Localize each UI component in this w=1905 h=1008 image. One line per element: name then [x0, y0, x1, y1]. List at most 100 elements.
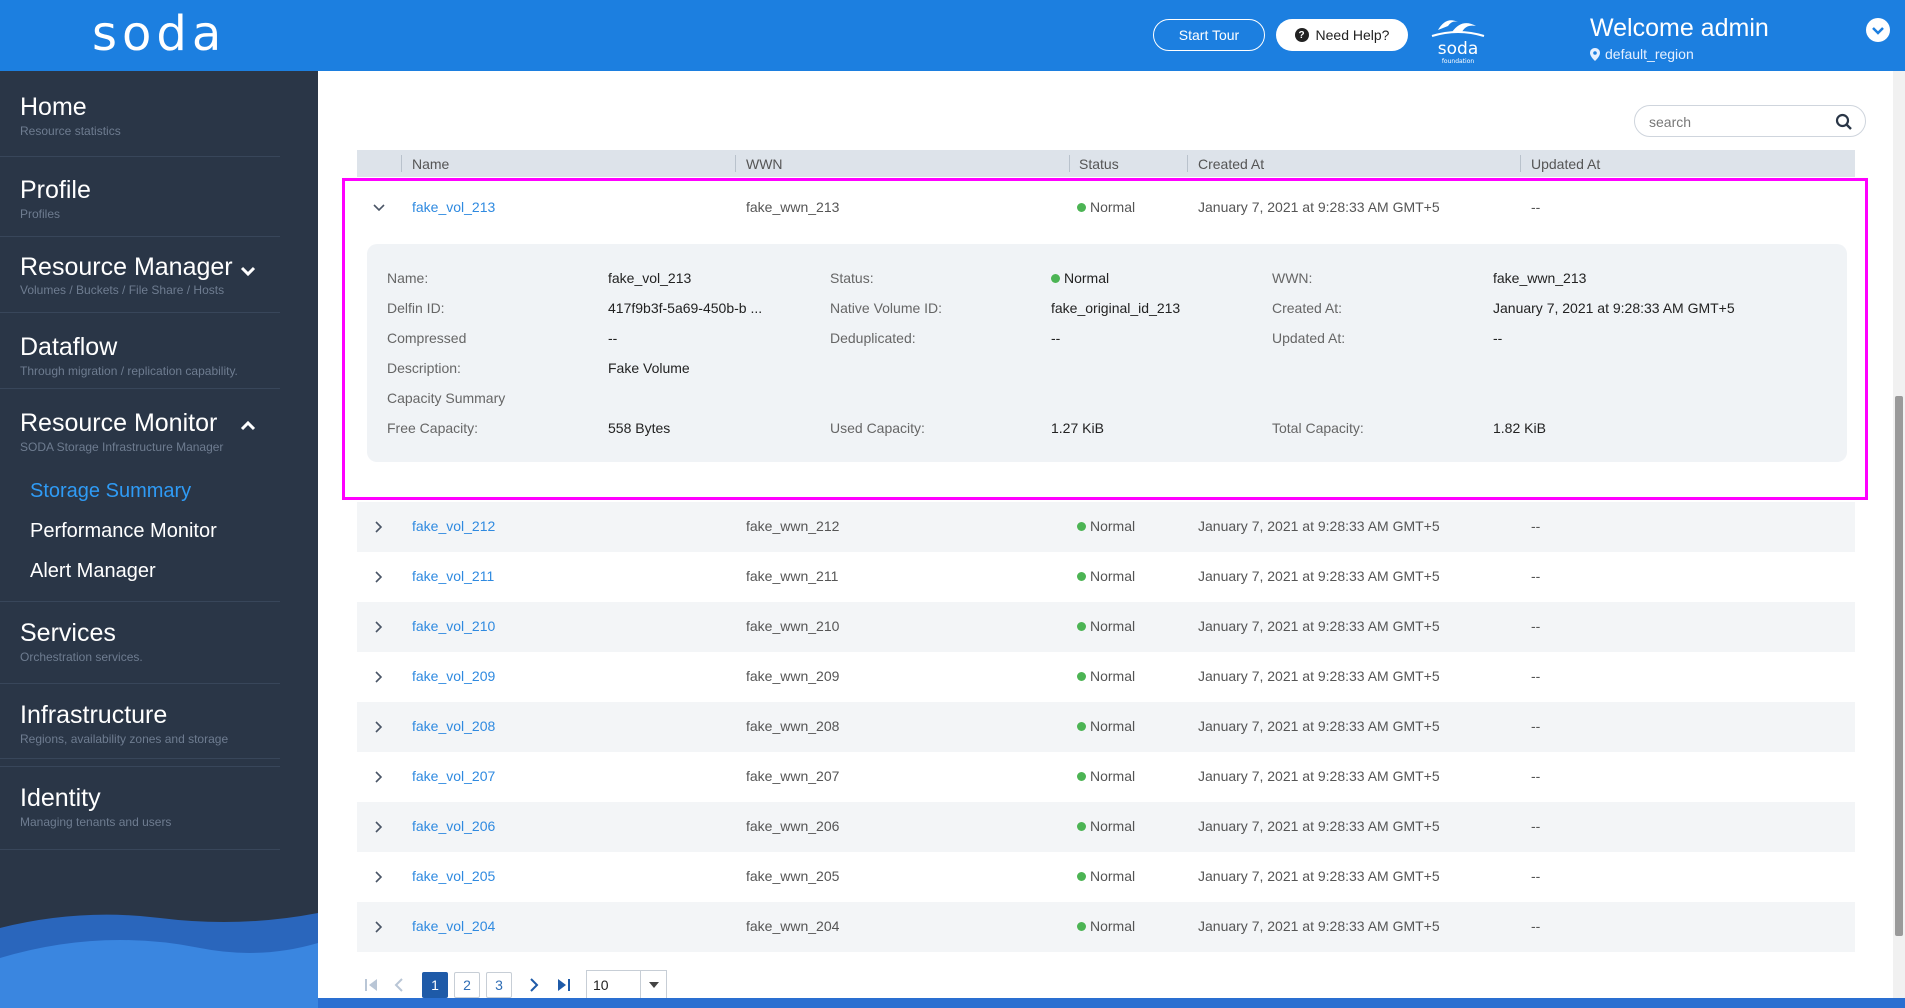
volume-name-link[interactable]: fake_vol_209 [412, 668, 496, 684]
created-at-cell: January 7, 2021 at 9:28:33 AM GMT+5 [1198, 668, 1440, 684]
created-at-cell: January 7, 2021 at 9:28:33 AM GMT+5 [1198, 618, 1440, 634]
sidebar-item-services[interactable]: Services Orchestration services. [0, 601, 280, 684]
volume-name-link[interactable]: fake_vol_204 [412, 918, 496, 934]
detail-label: Capacity Summary [387, 390, 506, 406]
wwn-cell: fake_wwn_205 [746, 868, 840, 884]
page-button[interactable]: 1 [422, 972, 448, 998]
last-page-icon[interactable] [555, 975, 573, 995]
status-cell: Normal [1077, 518, 1135, 534]
column-header-name[interactable]: Name [412, 156, 450, 172]
created-at-cell: January 7, 2021 at 9:28:33 AM GMT+5 [1198, 568, 1440, 584]
volume-name-link[interactable]: fake_vol_212 [412, 518, 496, 534]
table-row[interactable]: fake_vol_211 fake_wwn_211 Normal January 7,… [357, 552, 1855, 602]
chevron-right-icon[interactable] [371, 569, 387, 585]
chevron-down-icon[interactable] [371, 200, 387, 216]
detail-value: -- [1051, 330, 1061, 346]
previous-page-icon[interactable] [390, 975, 408, 995]
wwn-cell: fake_wwn_212 [746, 518, 840, 534]
volume-name-link[interactable]: fake_vol_211 [412, 568, 495, 584]
detail-value: fake_original_id_213 [1051, 300, 1181, 316]
sidebar-item-profile[interactable]: Profile Profiles [0, 157, 280, 237]
table-row[interactable]: fake_vol_208 fake_wwn_208 Normal January 7,… [357, 702, 1855, 752]
table-row[interactable]: fake_vol_205 fake_wwn_205 Normal January 7,… [357, 852, 1855, 902]
sidebar-subitem-storage-summary[interactable]: Storage Summary [30, 480, 192, 502]
chevron-down-icon [240, 266, 256, 277]
brand-sub: foundation [1442, 58, 1475, 65]
column-separator [1520, 155, 1521, 172]
volume-name-link[interactable]: fake_vol_207 [412, 768, 496, 784]
detail-label: Free Capacity: [387, 420, 479, 436]
rows-per-page-select[interactable]: 10 [586, 970, 667, 1000]
chevron-right-icon[interactable] [371, 919, 387, 935]
sidebar-subitem-performance-monitor[interactable]: Performance Monitor [30, 520, 217, 542]
app-logo[interactable]: soda [92, 6, 227, 62]
status-cell: Normal [1077, 199, 1135, 215]
table-row[interactable]: fake_vol_212 fake_wwn_212 Normal January 7,… [357, 502, 1855, 552]
sidebar-subitem-alert-manager[interactable]: Alert Manager [30, 560, 156, 582]
sidebar-item-infrastructure[interactable]: Infrastructure Regions, availability zon… [0, 684, 280, 767]
table-row[interactable]: fake_vol_207 fake_wwn_207 Normal January 7,… [357, 752, 1855, 802]
page-scrollbar[interactable] [1893, 71, 1905, 998]
table-row[interactable]: fake_vol_209 fake_wwn_209 Normal January 7,… [357, 652, 1855, 702]
sidebar-item-dataflow[interactable]: Dataflow Through migration / replication… [0, 313, 280, 389]
table-row-expanded[interactable]: fake_vol_213 fake_wwn_213 Normal January… [357, 183, 1855, 233]
updated-at-cell: -- [1531, 199, 1541, 215]
chevron-right-icon[interactable] [371, 669, 387, 685]
search-input[interactable] [1649, 112, 1829, 132]
column-separator [1187, 155, 1188, 172]
table-row[interactable]: fake_vol_206 fake_wwn_206 Normal January 7,… [357, 802, 1855, 852]
need-help-button[interactable]: ? Need Help? [1276, 19, 1408, 51]
detail-label: Status: [830, 270, 874, 286]
updated-at-cell: -- [1531, 618, 1541, 634]
next-page-icon[interactable] [525, 975, 543, 995]
bottom-bar [318, 998, 1905, 1008]
detail-label: Deduplicated: [830, 330, 916, 346]
sidebar-item-resource-manager[interactable]: Resource Manager Volumes / Buckets / Fil… [0, 237, 280, 313]
sidebar-item-home[interactable]: Home Resource statistics [0, 71, 280, 157]
region-indicator[interactable]: default_region [1590, 46, 1694, 62]
status-cell: Normal [1077, 618, 1135, 634]
sidebar-item-identity[interactable]: Identity Managing tenants and users [0, 767, 280, 850]
page-button[interactable]: 3 [486, 972, 512, 998]
caret-down-icon[interactable] [640, 971, 666, 999]
sidebar: Home Resource statistics Profile Profile… [0, 71, 318, 1008]
volume-name-link[interactable]: fake_vol_205 [412, 868, 496, 884]
chevron-right-icon[interactable] [371, 719, 387, 735]
chevron-right-icon[interactable] [371, 769, 387, 785]
status-cell: Normal [1077, 668, 1135, 684]
table-row[interactable]: fake_vol_204 fake_wwn_204 Normal January 7,… [357, 902, 1855, 952]
volume-name-link[interactable]: fake_vol_206 [412, 818, 496, 834]
detail-label: Used Capacity: [830, 420, 925, 436]
nav-title: Resource Manager [20, 253, 233, 281]
chevron-right-icon[interactable] [371, 869, 387, 885]
column-header-status[interactable]: Status [1079, 156, 1119, 172]
volume-name-link[interactable]: fake_vol_208 [412, 718, 496, 734]
start-tour-button[interactable]: Start Tour [1153, 19, 1265, 51]
column-header-updated-at[interactable]: Updated At [1531, 156, 1601, 172]
detail-label: Created At: [1272, 300, 1343, 316]
created-at-cell: January 7, 2021 at 9:28:33 AM GMT+5 [1198, 918, 1440, 934]
detail-value: fake_wwn_213 [1493, 270, 1587, 286]
table-row[interactable]: fake_vol_210 fake_wwn_210 Normal January 7,… [357, 602, 1855, 652]
detail-value: -- [608, 330, 618, 346]
user-menu-toggle[interactable] [1866, 18, 1890, 42]
status-cell: Normal [1077, 818, 1135, 834]
detail-label: Updated At: [1272, 330, 1346, 346]
first-page-icon[interactable] [362, 975, 380, 995]
volume-name-link[interactable]: fake_vol_213 [412, 199, 496, 215]
volume-name-link[interactable]: fake_vol_210 [412, 618, 496, 634]
wwn-cell: fake_wwn_211 [746, 568, 839, 584]
column-separator [1069, 155, 1070, 172]
nav-subtitle: SODA Storage Infrastructure Manager [20, 440, 224, 454]
chevron-right-icon[interactable] [371, 519, 387, 535]
scrollbar-thumb[interactable] [1895, 396, 1903, 936]
chevron-right-icon[interactable] [371, 819, 387, 835]
sidebar-item-resource-monitor[interactable]: Resource Monitor SODA Storage Infrastruc… [0, 389, 280, 759]
column-header-wwn[interactable]: WWN [746, 156, 783, 172]
welcome-text: Welcome admin [1590, 14, 1769, 42]
column-header-created-at[interactable]: Created At [1198, 156, 1265, 172]
page-button[interactable]: 2 [454, 972, 480, 998]
chevron-right-icon[interactable] [371, 619, 387, 635]
search-icon[interactable] [1835, 113, 1853, 131]
detail-label: Name: [387, 270, 429, 286]
